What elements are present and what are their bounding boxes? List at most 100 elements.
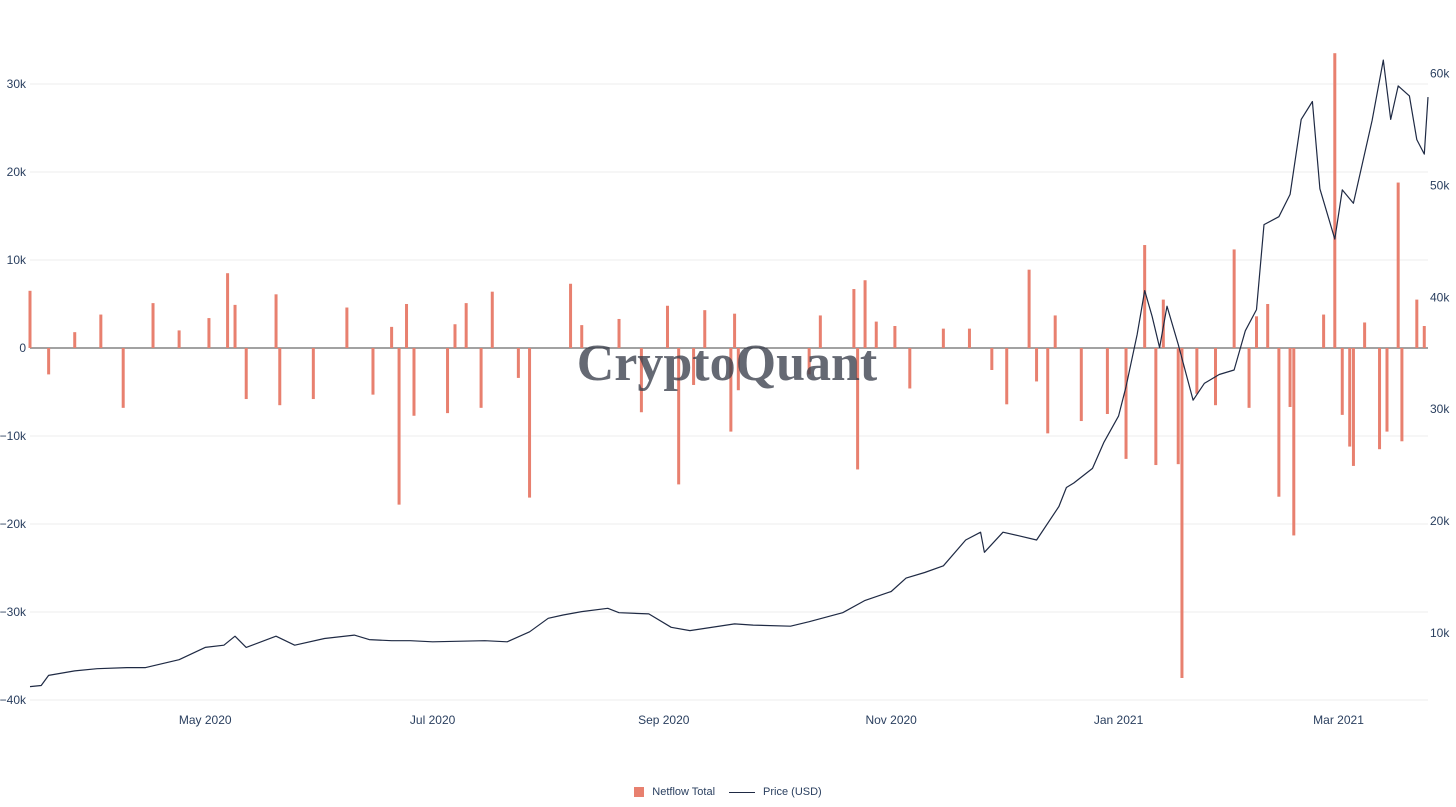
netflow-bar [1247, 348, 1251, 408]
x-tick-label: Jul 2020 [410, 713, 456, 727]
netflow-bar [729, 348, 733, 432]
netflow-bar [736, 348, 740, 391]
price-series-line [29, 59, 1429, 688]
netflow-bar [528, 348, 532, 498]
netflow-bar [244, 348, 248, 400]
netflow-bar [580, 325, 584, 348]
netflow-bar [479, 348, 483, 408]
grid-lines [30, 83, 1428, 701]
netflow-bar [1396, 182, 1400, 348]
right-tick-label: 50k [1430, 178, 1450, 192]
netflow-bar [47, 348, 51, 375]
netflow-bar [1143, 245, 1147, 348]
netflow-bar [733, 313, 737, 348]
netflow-bar [1124, 348, 1128, 459]
netflow-bar [967, 328, 971, 348]
netflow-bar [1266, 304, 1270, 348]
legend: Netflow Total Price (USD) [0, 786, 1456, 798]
netflow-bar [390, 326, 394, 348]
left-tick-label: 0 [19, 341, 26, 355]
netflow-bar [177, 330, 181, 348]
right-y-axis: 10k 20k 30k 40k 50k 60k [1430, 67, 1450, 640]
right-tick-label: 60k [1430, 67, 1450, 81]
netflow-bar [1154, 348, 1158, 466]
netflow-bar [639, 348, 643, 413]
netflow-bar [863, 280, 867, 348]
watermark-logo: CryptoQuant [577, 335, 878, 392]
netflow-bar [278, 348, 282, 406]
netflow-bar [874, 321, 878, 348]
netflow-bar [151, 303, 155, 348]
netflow-bar [1277, 348, 1281, 497]
netflow-bar [1005, 348, 1009, 405]
netflow-bar [665, 305, 669, 348]
left-tick-label: −40k [0, 693, 27, 707]
netflow-bar [453, 324, 457, 348]
netflow-bar [703, 310, 707, 348]
left-y-axis: 30k 20k 10k 0 −10k −20k −30k −40k [0, 77, 27, 707]
netflow-bar [1180, 348, 1184, 678]
netflow-bar [1255, 316, 1259, 348]
netflow-bar [311, 348, 315, 400]
netflow-bar [397, 348, 401, 505]
legend-label-netflow: Netflow Total [652, 786, 716, 798]
netflow-bar [464, 303, 468, 348]
netflow-bar [1046, 348, 1050, 434]
netflow-bar [990, 348, 994, 370]
netflow-bar [1363, 322, 1367, 348]
netflow-bar [1232, 249, 1236, 348]
netflow-bar [677, 348, 681, 485]
left-tick-label: 30k [7, 77, 27, 91]
netflow-bar [274, 294, 278, 348]
netflow-bar [345, 307, 349, 348]
price-line [29, 59, 1429, 688]
x-axis: May 2020 Jul 2020 Sep 2020 Nov 2020 Jan 2021… [179, 713, 1364, 727]
netflow-bar [1348, 348, 1352, 447]
netflow-bar [226, 273, 230, 348]
netflow-bar [1378, 348, 1382, 450]
netflow-bar [1292, 348, 1296, 536]
netflow-bar [1105, 348, 1109, 414]
netflow-bar [893, 326, 897, 348]
netflow-bar [852, 289, 856, 348]
right-tick-label: 20k [1430, 514, 1450, 528]
legend-line-swatch [729, 791, 756, 793]
netflow-bar [1333, 53, 1337, 348]
netflow-bar [99, 314, 103, 348]
legend-item-netflow[interactable]: Netflow Total [634, 786, 715, 798]
netflow-bar [1385, 348, 1389, 432]
netflow-bar [1340, 348, 1344, 415]
netflow-bar [1288, 348, 1292, 407]
netflow-bar [569, 283, 573, 348]
x-tick-label: Nov 2020 [865, 713, 917, 727]
netflow-bar [73, 332, 77, 348]
netflow-bar [207, 318, 211, 348]
netflow-bar [233, 304, 237, 348]
netflow-bar [807, 348, 811, 375]
left-tick-label: −30k [0, 605, 27, 619]
left-tick-label: −20k [0, 517, 27, 531]
netflow-bar [490, 291, 494, 348]
netflow-bar [818, 315, 822, 348]
netflow-bar [1322, 314, 1326, 348]
left-tick-label: 10k [7, 253, 27, 267]
x-tick-label: Sep 2020 [638, 713, 690, 727]
netflow-bar [121, 348, 125, 408]
legend-item-price[interactable]: Price (USD) [729, 786, 822, 798]
netflow-bar [412, 348, 416, 416]
legend-label-price: Price (USD) [763, 786, 822, 798]
right-tick-label: 10k [1430, 626, 1450, 640]
netflow-bar [516, 348, 520, 378]
legend-bar-swatch [634, 787, 645, 797]
right-tick-label: 40k [1430, 290, 1450, 304]
x-tick-label: Mar 2021 [1313, 713, 1364, 727]
netflow-bar [908, 348, 912, 389]
netflow-bar [405, 304, 409, 348]
netflow-bar [941, 328, 945, 348]
netflow-bar [1195, 348, 1199, 394]
netflow-bar [1176, 348, 1180, 465]
netflow-bar [1027, 269, 1031, 348]
netflow-bar [1422, 326, 1426, 348]
right-tick-label: 30k [1430, 402, 1450, 416]
